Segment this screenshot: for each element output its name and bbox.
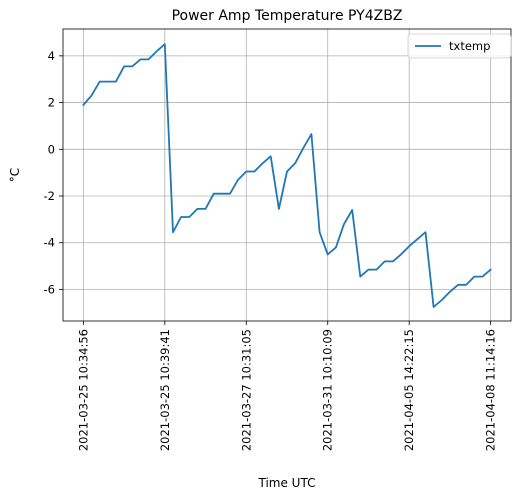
x-axis-ticks: 2021-03-25 10:34:56 2021-03-25 10:39:41 20… (76, 321, 498, 451)
x-tick-label: 2021-03-25 10:34:56 (76, 329, 90, 451)
x-axis-label: Time UTC (258, 476, 316, 490)
series-line-txtemp (82, 43, 492, 308)
legend-label: txtemp (449, 39, 490, 53)
legend-box (407, 33, 512, 59)
legend: txtemp (407, 33, 512, 59)
y-tick-label: -4 (44, 236, 55, 250)
y-tick-label: 4 (48, 49, 55, 63)
y-tick-label: -2 (44, 189, 55, 203)
x-tick-label: 2021-03-25 10:39:41 (158, 329, 172, 451)
y-axis-ticks: -6 -4 -2 0 2 4 (44, 49, 63, 296)
plot-frame (62, 28, 512, 322)
chart-title: Power Amp Temperature PY4ZBZ (172, 8, 403, 24)
y-tick-label: -6 (44, 282, 55, 296)
y-tick-label: 0 (48, 142, 55, 156)
y-axis-label: °C (8, 168, 22, 182)
x-tick-label: 2021-04-08 11:14:16 (484, 329, 498, 451)
series-layer (82, 43, 492, 308)
grid-lines (63, 29, 511, 321)
y-tick-label: 2 (48, 96, 55, 110)
x-tick-label: 2021-03-31 10:10:09 (321, 329, 335, 451)
x-tick-label: 2021-04-05 14:22:15 (402, 329, 416, 451)
x-tick-label: 2021-03-27 10:31:05 (239, 329, 253, 451)
